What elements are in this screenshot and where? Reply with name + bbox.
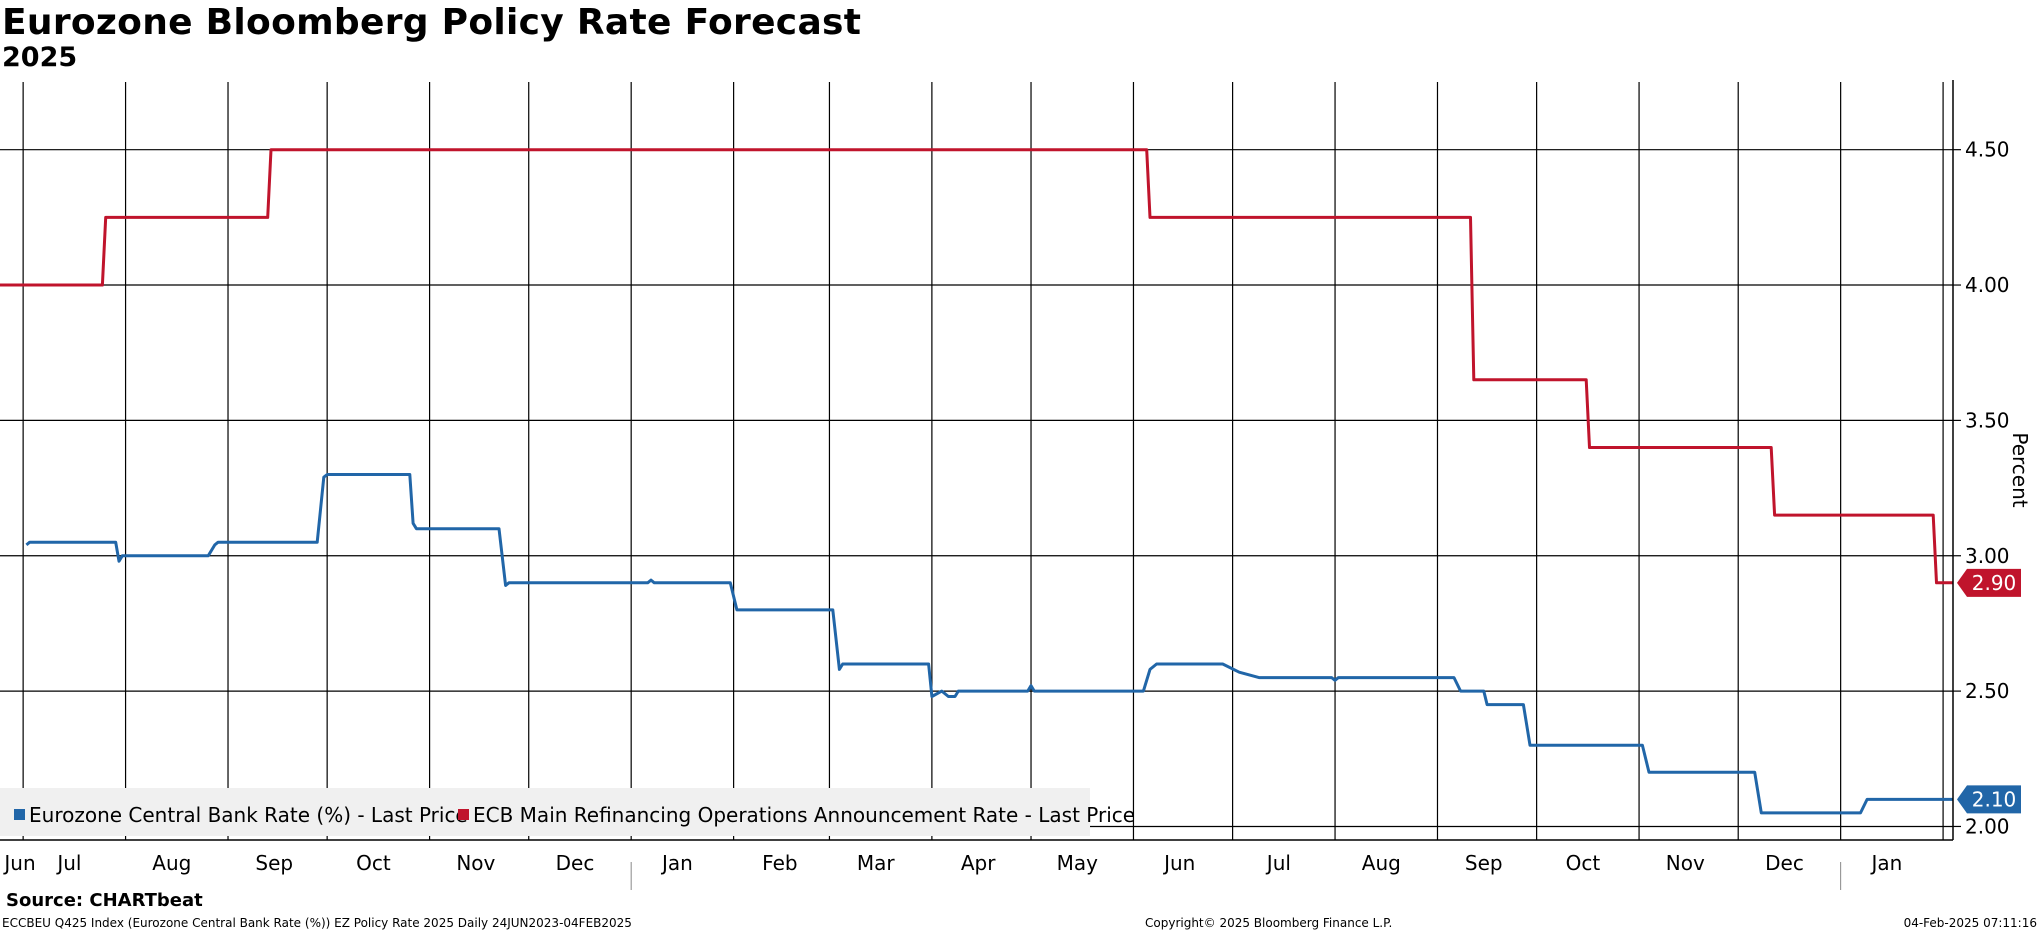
footer-copyright: Copyright© 2025 Bloomberg Finance L.P. [1145,916,1393,930]
grid-lines [0,82,1953,840]
x-tick-label: Oct [356,851,391,875]
x-tick-label: Jul [55,851,81,875]
legend-swatch-ecb-mro-rate [458,809,469,820]
footer-timestamp: 04-Feb-2025 07:11:16 [1903,916,2037,930]
x-year-label: 2024 [1207,887,1258,890]
x-tick-label: Aug [1362,851,1401,875]
x-tick-label: Nov [1666,851,1705,875]
axes: 2.00 2.50 3.00 3.50 4.00 4.50 Jun Jul Aug Sep Oct N… [0,80,2021,890]
x-tick-label: Jan [660,851,693,875]
legend-label-ecb-mro-rate: ECB Main Refinancing Operations Announce… [473,803,1135,827]
y-tick-label: 3.00 [1965,544,2010,568]
x-tick-label: Sep [1465,851,1503,875]
y-axis-label: Percent [2008,432,2032,507]
x-year-label: 2023 [302,887,353,890]
last-value-label-central-bank-rate: 2.10 [1972,787,2017,811]
last-value-label-ecb-mro-rate: 2.90 [1972,571,2017,595]
x-tick-label: Jun [1162,851,1195,875]
legend-label-central-bank-rate: Eurozone Central Bank Rate (%) - Last Pr… [29,803,468,827]
line-chart: Eurozone Central Bank Rate (%) - Last Pr… [0,80,2032,890]
x-tick-label: Dec [1765,851,1804,875]
x-tick-label: Jan [1869,851,1902,875]
x-year-label: 2025 [1878,887,1929,890]
x-tick-label: May [1057,851,1099,875]
y-tick-label: 4.50 [1965,138,2010,162]
last-value-tag-central-bank-rate [1957,785,2021,814]
series-layer [0,148,1953,815]
x-tick-label: Sep [255,851,293,875]
x-tick-label: Aug [152,851,191,875]
legend-background [0,788,1090,836]
y-tick-label: 2.00 [1965,814,2010,838]
series-line-ecb-mro-rate [0,148,1953,585]
x-tick-label: Oct [1566,851,1601,875]
chart-subtitle: 2025 [2,42,78,73]
x-tick-label: Feb [762,851,797,875]
x-tick-label: Dec [556,851,595,875]
y-tick-label: 4.00 [1965,273,2010,297]
chart-title: Eurozone Bloomberg Policy Rate Forecast [2,2,862,43]
x-tick-label: Jun [2,851,35,875]
x-tick-label: Jul [1265,851,1291,875]
legend: Eurozone Central Bank Rate (%) - Last Pr… [0,788,1135,836]
footer-ticker-info: ECCBEU Q425 Index (Eurozone Central Bank… [2,916,632,930]
y-tick-label: 2.50 [1965,679,2010,703]
x-tick-label: Nov [456,851,495,875]
series-line-central-bank-rate [25,473,1953,815]
x-tick-label: Apr [961,851,996,875]
legend-swatch-central-bank-rate [14,809,25,820]
y-tick-label: 3.50 [1965,408,2010,432]
last-value-tag-ecb-mro-rate [1957,568,2021,597]
x-tick-label: Mar [857,851,896,875]
source-note: Source: CHARTbeat [6,890,203,911]
